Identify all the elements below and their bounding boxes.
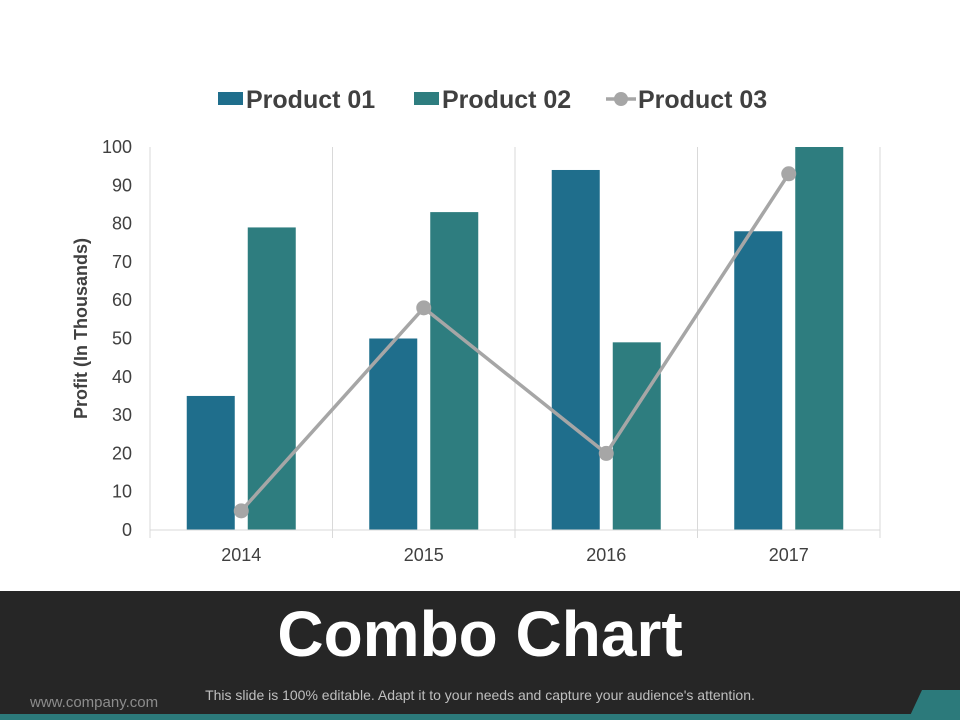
- y-tick-label: 80: [112, 214, 132, 234]
- website-link[interactable]: www.company.com: [30, 694, 159, 711]
- y-tick-label: 90: [112, 175, 132, 195]
- x-tick-label: 2016: [586, 545, 626, 565]
- legend-label-product-03: Product 03: [638, 86, 767, 114]
- y-axis-title: Profit (In Thousands): [71, 238, 91, 419]
- chart-bars: [186, 147, 844, 531]
- slide-tagline: This slide is 100% editable. Adapt it to…: [205, 687, 755, 703]
- chart-line-series: [233, 166, 797, 519]
- combo-chart: 0 10 20 30 40 50 60 70 80 90 100 2014 2015 2016 2017 Pr…: [71, 86, 881, 565]
- chart-legend: Product 01 Product 02 Product 03: [218, 86, 767, 114]
- y-tick-label: 30: [112, 405, 132, 425]
- y-tick-label: 50: [112, 329, 132, 349]
- chart-gridlines: [149, 147, 881, 538]
- point-product-03-2016: [598, 445, 614, 461]
- line-product-03: [239, 172, 791, 513]
- chart-axes: 0 10 20 30 40 50 60 70 80 90 100 2014 2015 2016 2017 Pr…: [71, 137, 880, 565]
- x-tick-label: 2014: [221, 545, 261, 565]
- legend-label-product-01: Product 01: [246, 86, 375, 114]
- bar-product-01-2014: [186, 395, 235, 530]
- bar-product-02-2015: [430, 212, 479, 531]
- bar-product-02-2016: [612, 342, 661, 530]
- legend-label-product-02: Product 02: [442, 86, 571, 114]
- y-tick-label: 40: [112, 367, 132, 387]
- bar-product-02-2014: [247, 227, 296, 530]
- y-tick-label: 20: [112, 443, 132, 463]
- footer-strip: [0, 714, 960, 720]
- footer-band: [0, 591, 960, 720]
- point-product-03-2014: [233, 503, 249, 519]
- y-tick-label: 10: [112, 482, 132, 502]
- y-tick-label: 60: [112, 290, 132, 310]
- legend-swatch-product-02: [414, 92, 439, 105]
- point-product-03-2017: [781, 166, 797, 182]
- bar-product-01-2017: [734, 231, 783, 530]
- bar-product-01-2015: [369, 338, 418, 530]
- x-tick-label: 2017: [769, 545, 809, 565]
- y-tick-label: 0: [122, 520, 132, 540]
- point-product-03-2015: [416, 300, 432, 316]
- bar-product-01-2016: [551, 169, 600, 531]
- x-tick-label: 2015: [404, 545, 444, 565]
- legend-marker-product-03: [614, 92, 628, 106]
- y-tick-label: 70: [112, 252, 132, 272]
- slide-title: Combo Chart: [277, 598, 683, 670]
- y-tick-label: 100: [102, 137, 132, 157]
- bar-product-02-2017: [795, 147, 844, 530]
- legend-swatch-product-01: [218, 92, 243, 105]
